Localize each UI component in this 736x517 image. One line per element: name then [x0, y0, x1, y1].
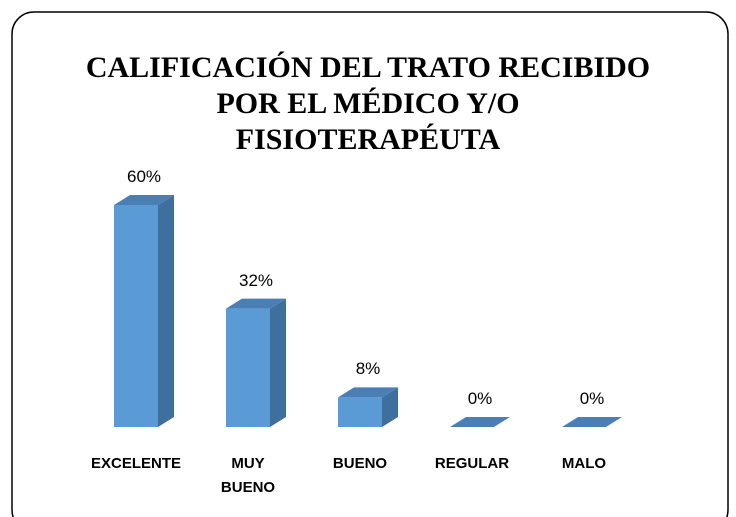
bar-top	[226, 298, 286, 309]
title-line: POR EL MÉDICO Y/O	[216, 87, 520, 120]
bar-front	[226, 308, 270, 427]
x-tick-label: BUENO	[332, 455, 388, 472]
x-tick-label: MUY BUENO	[220, 455, 276, 496]
value-label: 0%	[579, 389, 605, 408]
bar-top	[338, 387, 398, 398]
bar-side	[382, 387, 398, 427]
value-label: 0%	[467, 389, 493, 408]
bar-side	[158, 195, 174, 427]
bar-front	[338, 397, 382, 427]
bar	[226, 298, 286, 427]
bar	[562, 417, 622, 427]
bar-top	[450, 417, 510, 427]
x-tick-label: REGULAR	[434, 455, 510, 472]
title-line: CALIFICACIÓN DEL TRATO RECIBIDO	[85, 51, 651, 84]
x-tick-label: MALO	[561, 455, 607, 472]
bar-top	[114, 195, 174, 205]
bar-side	[270, 298, 286, 427]
bar	[338, 387, 398, 427]
value-label: 8%	[355, 359, 381, 379]
bar	[450, 417, 510, 427]
chart-title: CALIFICACIÓN DEL TRATO RECIBIDO POR EL MÉ…	[0, 50, 736, 158]
bar	[114, 195, 174, 427]
value-label: 60%	[126, 167, 162, 186]
chart-frame	[11, 11, 729, 517]
value-label: 32%	[238, 270, 274, 290]
x-tick-label: EXCELENTE	[90, 455, 181, 472]
bar-front	[114, 205, 158, 427]
bar-top	[562, 417, 622, 427]
title-line: FISIOTERAPÉUTA	[235, 123, 501, 156]
